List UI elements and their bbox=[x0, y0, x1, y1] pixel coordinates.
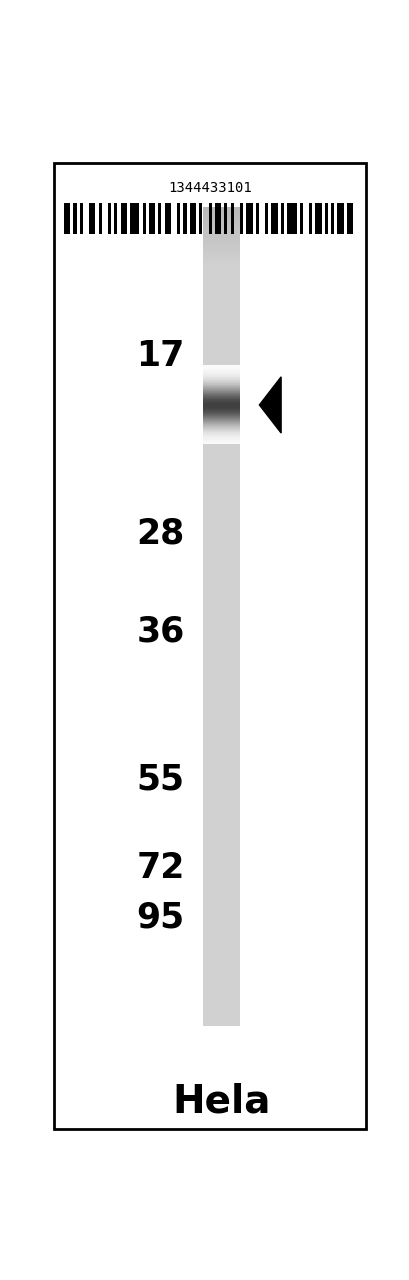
Bar bbox=[73, 202, 76, 234]
Text: 72: 72 bbox=[136, 851, 184, 886]
Bar bbox=[79, 202, 83, 234]
Bar bbox=[255, 202, 258, 234]
Bar bbox=[164, 202, 171, 234]
Text: 95: 95 bbox=[136, 900, 184, 934]
Bar bbox=[114, 202, 117, 234]
Bar bbox=[308, 202, 312, 234]
Bar bbox=[286, 202, 296, 234]
Bar bbox=[299, 202, 302, 234]
Bar bbox=[177, 202, 180, 234]
Text: 28: 28 bbox=[136, 516, 184, 550]
Bar bbox=[108, 202, 111, 234]
Bar bbox=[130, 202, 139, 234]
Bar bbox=[280, 202, 283, 234]
Bar bbox=[148, 202, 155, 234]
Bar bbox=[315, 202, 321, 234]
Bar bbox=[337, 202, 343, 234]
Bar bbox=[230, 202, 233, 234]
Bar bbox=[158, 202, 161, 234]
Bar bbox=[265, 202, 267, 234]
Bar bbox=[98, 202, 101, 234]
Bar bbox=[346, 202, 352, 234]
Text: 36: 36 bbox=[136, 614, 184, 649]
Bar bbox=[224, 202, 227, 234]
Bar bbox=[189, 202, 196, 234]
Bar bbox=[239, 202, 243, 234]
Text: 17: 17 bbox=[136, 339, 184, 372]
Bar bbox=[183, 202, 186, 234]
Text: 55: 55 bbox=[136, 763, 184, 796]
Bar bbox=[330, 202, 333, 234]
Bar bbox=[246, 202, 252, 234]
Bar bbox=[120, 202, 126, 234]
Bar bbox=[89, 202, 95, 234]
Bar bbox=[208, 202, 211, 234]
Bar bbox=[199, 202, 202, 234]
Bar bbox=[324, 202, 327, 234]
Polygon shape bbox=[259, 376, 281, 433]
Bar bbox=[142, 202, 145, 234]
Bar bbox=[271, 202, 277, 234]
Text: Hela: Hela bbox=[172, 1083, 270, 1121]
Bar bbox=[214, 202, 220, 234]
Bar bbox=[64, 202, 70, 234]
Text: 1344433101: 1344433101 bbox=[168, 180, 252, 195]
